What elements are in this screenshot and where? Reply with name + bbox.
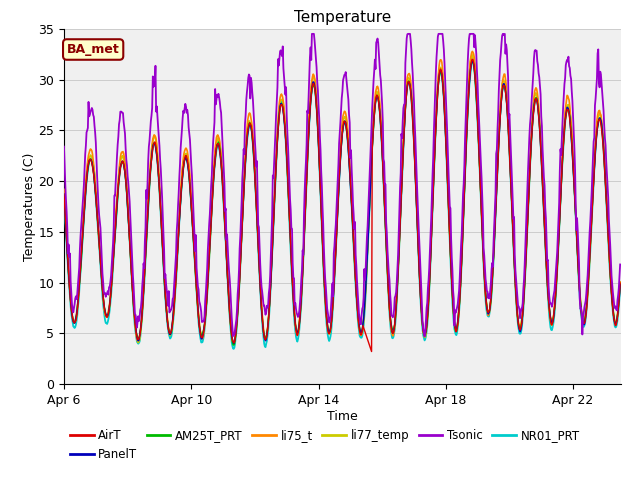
Y-axis label: Temperatures (C): Temperatures (C) <box>22 152 36 261</box>
Title: Temperature: Temperature <box>294 10 391 25</box>
X-axis label: Time: Time <box>327 409 358 422</box>
Legend: AirT, PanelT, AM25T_PRT, li75_t, li77_temp, Tsonic, NR01_PRT: AirT, PanelT, AM25T_PRT, li75_t, li77_te… <box>70 429 580 461</box>
Text: BA_met: BA_met <box>67 43 120 56</box>
